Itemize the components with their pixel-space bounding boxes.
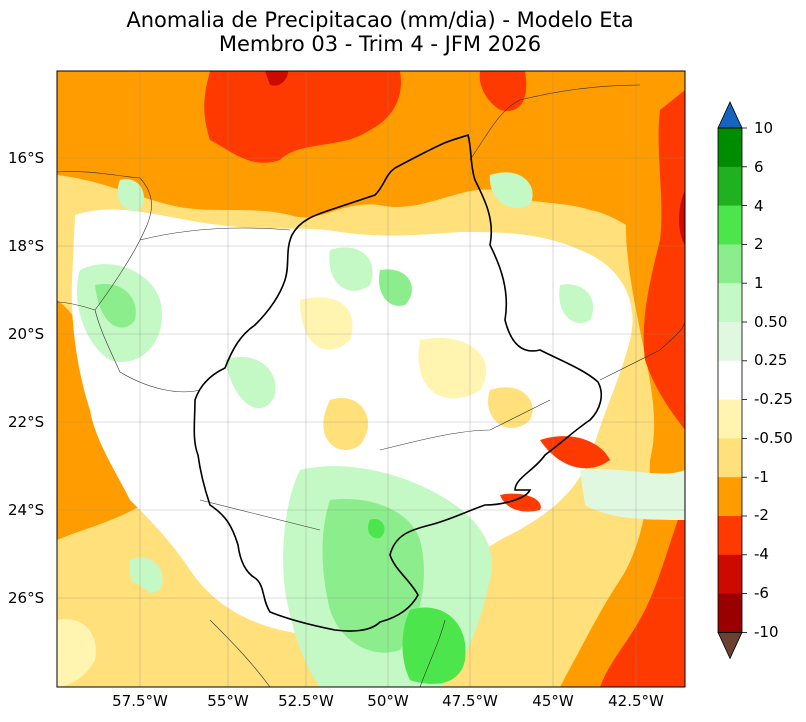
colorbar-label: -0.50 <box>754 429 793 447</box>
colorbar-label: 4 <box>754 197 764 215</box>
map-frame <box>56 70 686 688</box>
lon-tick-47-5w: 47.5°W <box>442 692 498 710</box>
lat-tick-16s: 16°S <box>8 149 45 167</box>
lat-tick-26s: 26°S <box>8 589 45 607</box>
colorbar-label: 0.25 <box>754 351 788 369</box>
colorbar-segment <box>718 166 742 207</box>
colorbar-label: -6 <box>754 584 769 602</box>
lon-tick-42-5w: 42.5°W <box>608 692 664 710</box>
precipitation-anomaly-field <box>57 71 685 687</box>
colorbar <box>717 101 747 660</box>
lat-tick-24s: 24°S <box>8 501 45 519</box>
colorbar-segment <box>718 360 742 401</box>
colorbar-segment <box>718 554 742 595</box>
colorbar-segment <box>718 128 742 168</box>
colorbar-segment <box>718 205 742 245</box>
map-title-line2: Membro 03 - Trim 4 - JFM 2026 <box>218 32 542 56</box>
lat-tick-22s: 22°S <box>8 413 45 431</box>
colorbar-segment <box>718 438 742 478</box>
colorbar-segment <box>718 283 742 323</box>
lon-tick-50w: 50°W <box>367 692 409 710</box>
lon-tick-45w: 45°W <box>532 692 574 710</box>
colorbar-label: -4 <box>754 545 769 563</box>
colorbar-segment <box>718 322 742 362</box>
map-title-line1: Anomalia de Precipitacao (mm/dia) - Mode… <box>126 8 634 32</box>
region-outline <box>193 133 602 632</box>
colorbar-segment <box>718 593 742 633</box>
state-borders <box>57 84 685 687</box>
colorbar-label: 2 <box>754 235 764 253</box>
lat-tick-18s: 18°S <box>8 237 45 255</box>
lon-tick-52-5w: 52.5°W <box>278 692 334 710</box>
colorbar-label: 10 <box>754 119 774 137</box>
colorbar-label: -2 <box>754 506 769 524</box>
colorbar-extend-max <box>717 101 743 129</box>
lat-tick-20s: 20°S <box>8 325 45 343</box>
colorbar-label: 0.50 <box>754 313 788 331</box>
colorbar-segment <box>718 399 742 439</box>
lon-tick-57-5w: 57.5°W <box>112 692 168 710</box>
colorbar-label: -10 <box>754 623 779 641</box>
colorbar-label: -0.25 <box>754 390 793 408</box>
colorbar-label: -1 <box>754 468 769 486</box>
colorbar-label: 6 <box>754 158 764 176</box>
colorbar-frame <box>717 127 743 633</box>
colorbar-extend-min <box>717 632 743 660</box>
lon-tick-55w: 55°W <box>207 692 249 710</box>
colorbar-label: 1 <box>754 274 764 292</box>
graticule <box>57 71 685 687</box>
colorbar-segment <box>718 244 742 284</box>
colorbar-segment <box>718 477 742 517</box>
colorbar-segment <box>718 516 742 556</box>
